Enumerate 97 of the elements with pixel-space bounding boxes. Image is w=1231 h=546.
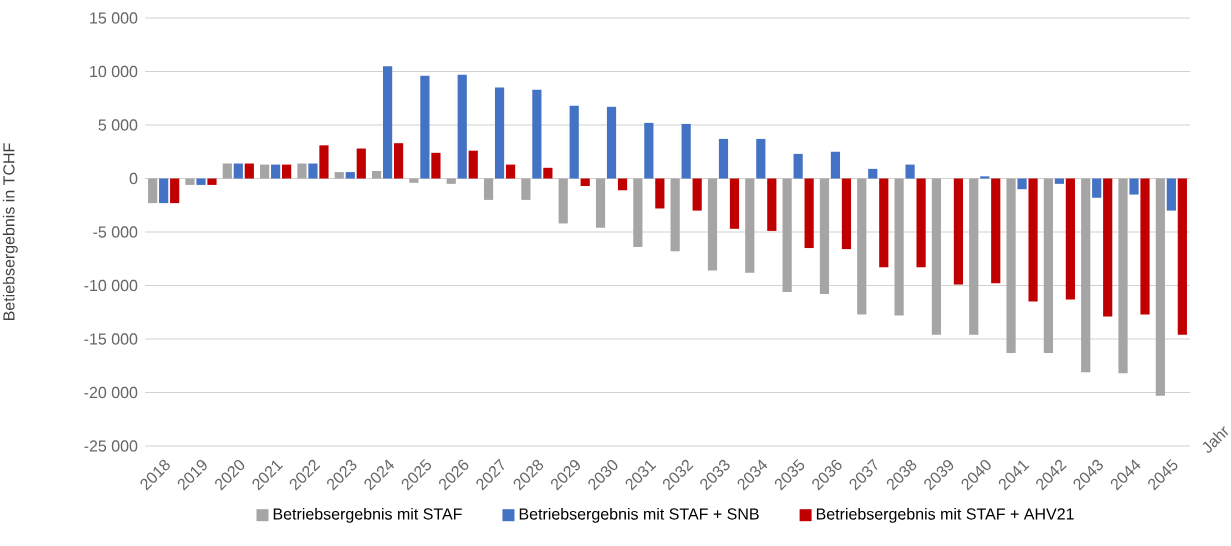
bar: [1028, 178, 1038, 302]
bar: [767, 178, 777, 231]
bar: [782, 178, 792, 292]
bar: [159, 178, 169, 204]
bar: [606, 106, 617, 179]
bar: [494, 87, 505, 179]
bar: [868, 168, 878, 179]
bar: [1065, 178, 1075, 300]
bar: [282, 164, 292, 179]
bar: [1118, 178, 1128, 374]
bar: [644, 122, 654, 179]
y-axis-title: Betiebsergebnis in TCHF: [2, 143, 18, 321]
bar: [1155, 178, 1165, 396]
bar: [297, 163, 307, 179]
bar: [319, 145, 329, 179]
bar: [681, 123, 691, 179]
bar: [991, 178, 1001, 284]
bar: [905, 164, 915, 179]
bar: [532, 89, 542, 179]
bar: [345, 172, 355, 179]
bar: [793, 153, 803, 179]
bar: [969, 178, 979, 335]
bar: [483, 178, 494, 200]
bar: [931, 178, 942, 335]
bar: [1081, 178, 1091, 373]
bar: [185, 178, 195, 185]
bar: [334, 172, 344, 179]
bar: [804, 178, 814, 249]
bar: [1006, 178, 1016, 353]
bar: [543, 167, 553, 179]
y-tick-label: 10 000: [90, 65, 138, 78]
legend-label: Betriebsergebnis mit STAF + AHV21: [816, 507, 1074, 523]
y-tick-label: -5 000: [93, 226, 138, 238]
bar: [244, 163, 254, 179]
bar: [207, 178, 217, 185]
bar: [148, 178, 158, 204]
y-tick-label: -25 000: [84, 440, 138, 452]
legend-label: Betriebsergebnis mit STAF + SNB: [519, 507, 759, 523]
bar: [1166, 178, 1176, 211]
bar: [196, 178, 206, 185]
bar: [409, 178, 419, 183]
bar: [879, 178, 889, 268]
bar: [745, 178, 755, 273]
y-tick-label: 15 000: [90, 12, 138, 24]
bar: [953, 178, 964, 285]
bar: [1017, 178, 1027, 190]
bar: [393, 143, 404, 179]
bar: [1054, 178, 1064, 184]
bar: [617, 178, 628, 191]
bar: [670, 178, 680, 252]
bar: [558, 178, 568, 224]
bar: [1140, 178, 1150, 315]
x-axis-title: Jahr: [1202, 426, 1229, 453]
bar: [260, 164, 270, 179]
bar: [420, 75, 430, 179]
bar: [521, 178, 531, 200]
bar: [655, 178, 665, 209]
bar: [233, 163, 243, 179]
bar: [371, 171, 382, 179]
y-tick-label: 5 000: [98, 119, 138, 131]
bar: [382, 66, 393, 179]
bar: [271, 164, 281, 179]
bar: [446, 178, 456, 184]
bar: [857, 178, 867, 315]
y-tick-label: -15 000: [84, 333, 138, 345]
bar: [841, 178, 852, 250]
bar: [894, 178, 904, 316]
bar: [729, 178, 740, 229]
bar: [222, 163, 232, 179]
y-tick-label: -10 000: [84, 279, 138, 292]
bar: [431, 152, 441, 179]
bar: [1092, 178, 1102, 198]
bar: [707, 178, 718, 271]
y-tick-label: 0: [129, 172, 138, 185]
bar: [580, 178, 590, 186]
y-tick-label: -20 000: [84, 386, 138, 399]
bar: [468, 150, 478, 179]
bar: [1129, 178, 1139, 195]
bar: [718, 138, 729, 179]
bar: [692, 178, 702, 211]
legend-label: Betriebsergebnis mit STAF: [273, 507, 462, 523]
bar: [569, 105, 579, 179]
bar: [980, 176, 990, 179]
bar: [505, 164, 516, 179]
bar: [819, 178, 830, 295]
bar: [595, 178, 606, 228]
bar: [457, 74, 467, 179]
bar: [830, 151, 841, 179]
bar: [170, 178, 180, 204]
bar: [1043, 178, 1053, 353]
bar: [633, 178, 643, 247]
bar: [1103, 178, 1113, 317]
bar: [916, 178, 926, 268]
bar: [1177, 178, 1187, 335]
bar: [356, 148, 366, 179]
bar: [308, 163, 318, 179]
bar: [756, 138, 766, 179]
